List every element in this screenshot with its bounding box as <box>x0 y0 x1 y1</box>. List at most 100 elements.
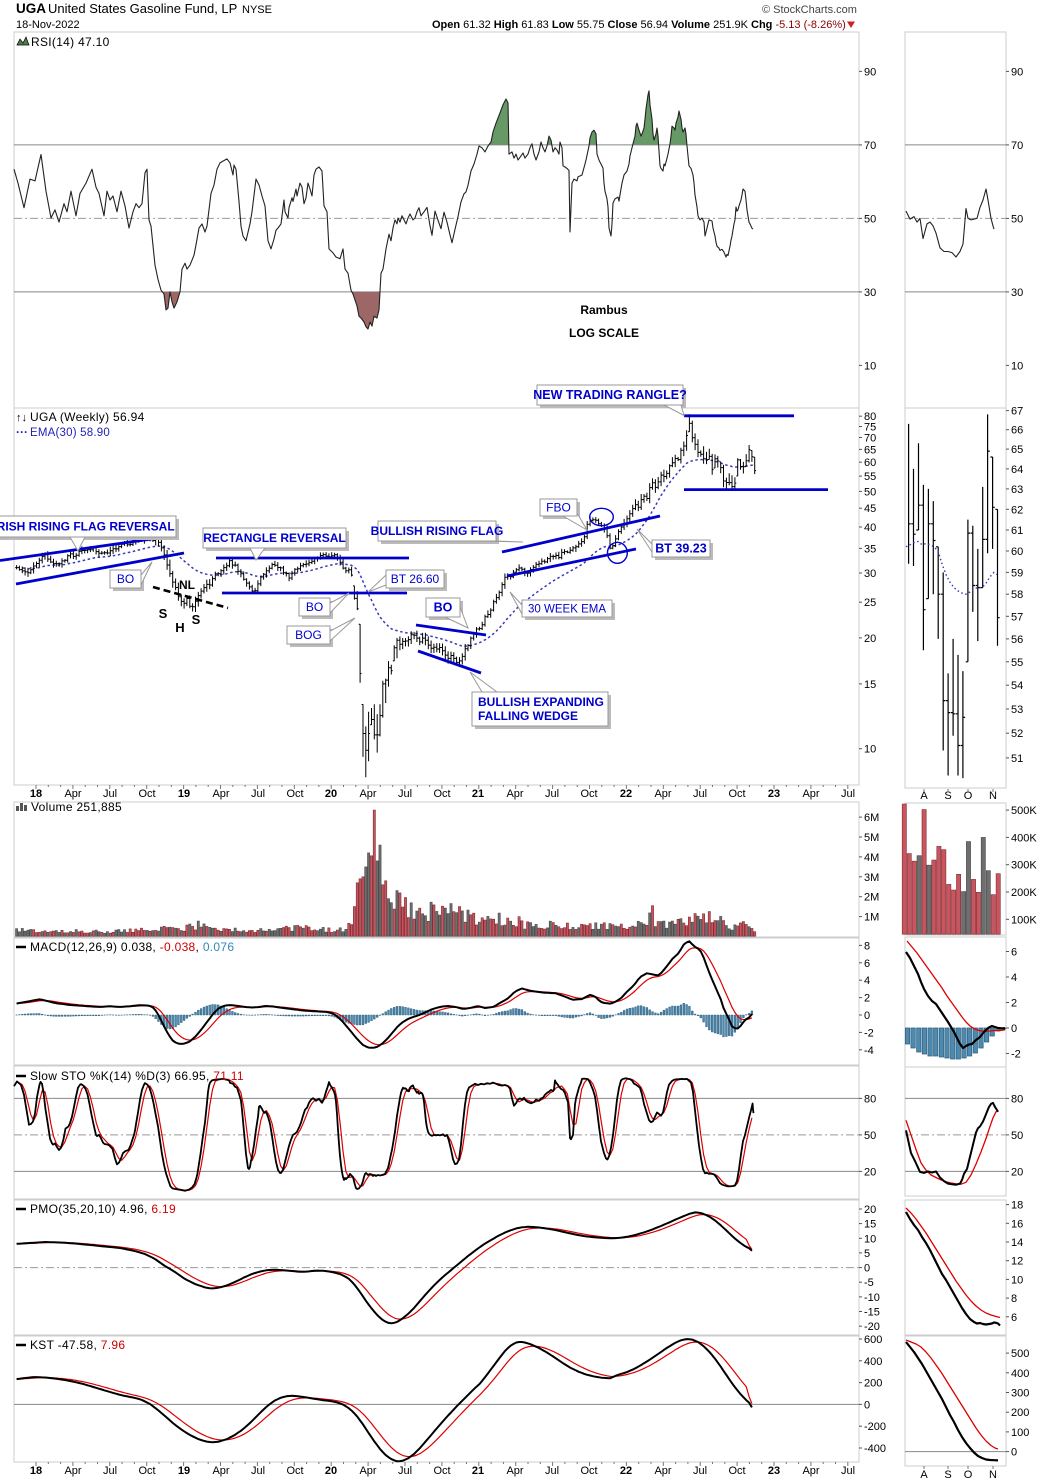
svg-text:12: 12 <box>1011 1256 1023 1268</box>
svg-text:Jul: Jul <box>251 1465 265 1477</box>
svg-text:200K: 200K <box>1011 887 1037 899</box>
svg-text:52: 52 <box>1011 728 1023 740</box>
svg-text:59: 59 <box>1011 567 1023 579</box>
svg-text:10: 10 <box>864 744 876 756</box>
svg-text:6: 6 <box>1011 1312 1017 1324</box>
svg-text:6: 6 <box>864 958 870 970</box>
svg-text:56: 56 <box>1011 634 1023 646</box>
svg-text:2M: 2M <box>864 892 879 904</box>
svg-text:Jul: Jul <box>251 788 265 800</box>
svg-text:40: 40 <box>864 522 876 534</box>
svg-text:20: 20 <box>864 1204 876 1216</box>
svg-text:MACD(12,26,9) 0.038, -0.038, 0: MACD(12,26,9) 0.038, -0.038, 0.076 <box>30 940 234 954</box>
svg-text:O: O <box>964 790 973 802</box>
svg-text:Jul: Jul <box>841 788 855 800</box>
svg-text:0: 0 <box>1011 1447 1017 1459</box>
svg-text:300: 300 <box>1011 1388 1029 1400</box>
svg-text:30: 30 <box>864 568 876 580</box>
svg-text:500: 500 <box>1011 1348 1029 1360</box>
svg-text:-5: -5 <box>864 1277 874 1289</box>
svg-text:Open 61.32 High 61.83 Low 55: Open 61.32 High 61.83 Low 55.75 Close 56… <box>432 19 846 31</box>
svg-text:S: S <box>159 606 168 621</box>
svg-text:NYSE: NYSE <box>242 4 272 16</box>
svg-text:50: 50 <box>864 1130 876 1142</box>
svg-text:15: 15 <box>864 1219 876 1231</box>
svg-text:70: 70 <box>864 140 876 152</box>
svg-text:19: 19 <box>178 1465 190 1477</box>
svg-text:-20: -20 <box>864 1321 880 1333</box>
svg-text:15: 15 <box>864 679 876 691</box>
svg-text:H: H <box>175 620 184 635</box>
svg-text:UGA: UGA <box>16 1 46 16</box>
svg-text:8: 8 <box>864 940 870 952</box>
svg-text:1M: 1M <box>864 912 879 924</box>
svg-text:BULLISH EXPANDING: BULLISH EXPANDING <box>478 695 604 709</box>
svg-text:4M: 4M <box>864 852 879 864</box>
svg-text:S: S <box>944 1469 951 1481</box>
svg-text:0: 0 <box>864 1399 870 1411</box>
svg-text:Jul: Jul <box>841 1465 855 1477</box>
svg-text:Apr: Apr <box>506 788 523 800</box>
svg-text:10: 10 <box>864 360 876 372</box>
svg-text:Apr: Apr <box>654 788 671 800</box>
svg-text:Jul: Jul <box>693 1465 707 1477</box>
svg-text:Apr: Apr <box>506 1465 523 1477</box>
svg-text:18-Nov-2022: 18-Nov-2022 <box>16 19 80 31</box>
svg-text:6: 6 <box>1011 947 1017 959</box>
svg-text:20: 20 <box>325 788 337 800</box>
svg-text:Jul: Jul <box>103 1465 117 1477</box>
svg-text:45: 45 <box>864 503 876 515</box>
svg-text:Oct: Oct <box>286 1465 303 1477</box>
svg-text:10: 10 <box>1011 1274 1023 1286</box>
svg-text:57: 57 <box>1011 611 1023 623</box>
svg-text:18: 18 <box>1011 1200 1023 1212</box>
svg-text:400: 400 <box>1011 1368 1029 1380</box>
svg-text:4: 4 <box>864 975 870 987</box>
svg-text:400: 400 <box>864 1356 882 1368</box>
svg-text:A: A <box>920 1469 928 1481</box>
svg-text:54: 54 <box>1011 680 1023 692</box>
svg-text:BT 39.23: BT 39.23 <box>655 542 706 556</box>
svg-text:23: 23 <box>768 1465 780 1477</box>
svg-text:100K: 100K <box>1011 914 1037 926</box>
svg-text:Oct: Oct <box>728 788 745 800</box>
svg-text:6M: 6M <box>864 812 879 824</box>
svg-text:500K: 500K <box>1011 805 1037 817</box>
svg-text:21: 21 <box>472 1465 484 1477</box>
svg-text:90: 90 <box>1011 66 1023 78</box>
svg-text:200: 200 <box>864 1378 882 1390</box>
svg-text:Jul: Jul <box>398 788 412 800</box>
svg-text:50: 50 <box>1011 1130 1023 1142</box>
svg-text:N: N <box>989 790 997 802</box>
svg-text:64: 64 <box>1011 464 1023 476</box>
svg-text:Oct: Oct <box>433 1465 450 1477</box>
svg-text:Oct: Oct <box>580 1465 597 1477</box>
svg-text:66: 66 <box>1011 425 1023 437</box>
svg-text:Apr: Apr <box>802 1465 819 1477</box>
svg-text:-400: -400 <box>864 1443 886 1455</box>
svg-text:20: 20 <box>325 1465 337 1477</box>
svg-text:200: 200 <box>1011 1407 1029 1419</box>
svg-text:21: 21 <box>472 788 484 800</box>
svg-text:Volume 251,885: Volume 251,885 <box>31 800 122 814</box>
svg-text:Jul: Jul <box>545 1465 559 1477</box>
svg-text:Oct: Oct <box>433 788 450 800</box>
svg-text:BO: BO <box>434 601 453 615</box>
svg-text:20: 20 <box>1011 1166 1023 1178</box>
svg-text:RSI(14) 47.10: RSI(14) 47.10 <box>31 35 110 49</box>
svg-text:600: 600 <box>864 1334 882 1346</box>
svg-text:Oct: Oct <box>286 788 303 800</box>
svg-text:50: 50 <box>1011 213 1023 225</box>
svg-text:22: 22 <box>620 788 632 800</box>
svg-text:NL: NL <box>179 578 195 592</box>
svg-text:18: 18 <box>30 1465 42 1477</box>
svg-text:0: 0 <box>1011 1023 1017 1035</box>
svg-text:Apr: Apr <box>212 788 229 800</box>
svg-text:58: 58 <box>1011 589 1023 601</box>
svg-text:75: 75 <box>864 422 876 434</box>
svg-text:FALLING WEDGE: FALLING WEDGE <box>478 709 578 723</box>
svg-text:-2: -2 <box>864 1027 874 1039</box>
svg-text:10: 10 <box>1011 360 1023 372</box>
svg-text:EMA(30) 58.90: EMA(30) 58.90 <box>30 427 110 439</box>
svg-text:70: 70 <box>1011 140 1023 152</box>
